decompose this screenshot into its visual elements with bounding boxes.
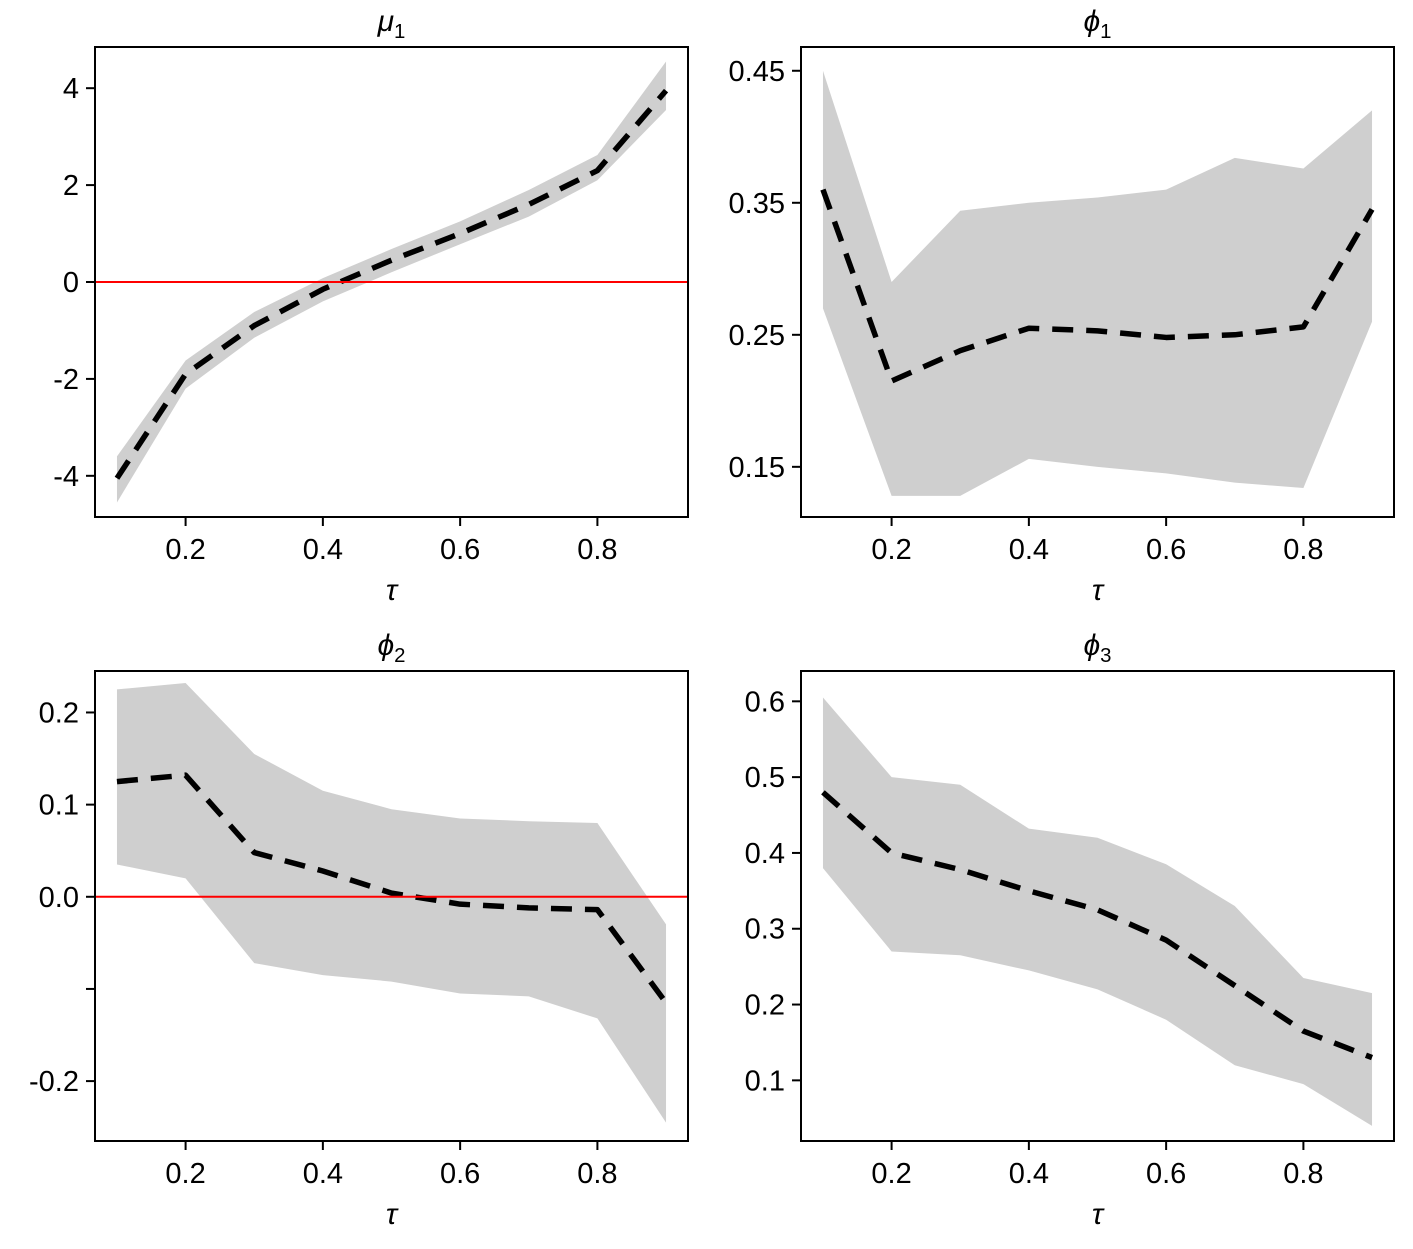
x-tick-label: 0.6	[1146, 534, 1186, 566]
y-tick-label: 4	[63, 73, 79, 105]
panel-phi2: ϕ2 0.2 0.4 0.6 0.8 -0.2 0.0 0.1 0.2 τ	[0, 624, 706, 1248]
plot-phi3: 0.2 0.4 0.6 0.8 0.1 0.2 0.3 0.4 0.5 0.6	[745, 670, 1395, 1190]
y-tick-label: 0	[63, 267, 79, 299]
y-tick-label: -2	[53, 364, 79, 396]
plot-box	[800, 46, 1395, 518]
y-tick-label: 2	[63, 170, 79, 202]
y-tick-label: 0.3	[745, 914, 785, 946]
panel-phi2-title: ϕ2	[77, 624, 706, 667]
y-tick-label: 0.5	[745, 762, 785, 794]
title-subscript: 1	[394, 21, 406, 43]
x-tick-label: 0.4	[1009, 1158, 1049, 1190]
y-tick-label: -0.2	[29, 1066, 79, 1098]
x-tick-label: 0.2	[165, 534, 205, 566]
x-axis-label-tau: τ	[1091, 574, 1104, 607]
panel-phi3: ϕ3 0.2 0.4 0.6 0.8 0.1 0.2 0.3 0.4 0.5 0.6 τ	[706, 624, 1412, 1248]
y-tick-label: 0.45	[729, 56, 785, 88]
y-tick-label: -4	[53, 461, 79, 493]
y-tick-label: 0.25	[729, 320, 785, 352]
y-tick-label: 0.2	[39, 697, 79, 729]
confidence-band	[116, 682, 667, 1123]
x-tick-label: 0.4	[303, 534, 343, 566]
plot-box	[94, 670, 689, 1142]
panel-mu1-title: μ1	[77, 0, 706, 43]
x-tick-label: 0.4	[303, 1158, 343, 1190]
panel-phi3-title: ϕ3	[783, 624, 1412, 667]
y-tick-label: 0.2	[745, 990, 785, 1022]
x-axis-label-tau: τ	[1091, 1198, 1104, 1231]
title-greek-letter: ϕ	[1083, 5, 1101, 38]
title-greek-letter: ϕ	[1083, 629, 1101, 662]
plot-phi2: 0.2 0.4 0.6 0.8 -0.2 0.0 0.1 0.2	[29, 670, 689, 1190]
x-axis-label-tau: τ	[385, 574, 398, 607]
title-subscript: 2	[394, 645, 406, 667]
x-tick-label: 0.8	[1283, 534, 1323, 566]
y-tick-label: 0.6	[745, 686, 785, 718]
x-tick-label: 0.6	[1146, 1158, 1186, 1190]
y-tick-label: 0.4	[745, 838, 785, 870]
y-tick-label: 0.0	[39, 882, 79, 914]
y-tick-label: 0.35	[729, 188, 785, 220]
y-tick-label: 0.1	[745, 1065, 785, 1097]
x-tick-label: 0.2	[871, 534, 911, 566]
x-tick-label: 0.8	[577, 534, 617, 566]
title-subscript: 1	[1100, 21, 1112, 43]
title-subscript: 3	[1100, 645, 1112, 667]
plot-mu1: 0.2 0.4 0.6 0.8 -4 -2 0 2 4	[53, 46, 689, 566]
x-tick-label: 0.8	[1283, 1158, 1323, 1190]
x-tick-label: 0.8	[577, 1158, 617, 1190]
panel-mu1: μ1 0.2 0.4 0.6 0.8 -4 -2 0 2 4 τ	[0, 0, 706, 624]
confidence-band	[822, 70, 1373, 496]
y-tick-label: 0.1	[39, 790, 79, 822]
x-axis-label-tau: τ	[385, 1198, 398, 1231]
panel-phi1: ϕ1 0.2 0.4 0.6 0.8 0.15 0.25 0.35 0.45 τ	[706, 0, 1412, 624]
estimate-dashed-line	[114, 88, 669, 480]
x-tick-label: 0.2	[871, 1158, 911, 1190]
panel-phi1-title: ϕ1	[783, 0, 1412, 43]
x-tick-label: 0.6	[440, 1158, 480, 1190]
x-tick-label: 0.4	[1009, 534, 1049, 566]
title-greek-letter: ϕ	[377, 629, 395, 662]
y-tick-label: 0.15	[729, 452, 785, 484]
x-tick-label: 0.2	[165, 1158, 205, 1190]
x-tick-label: 0.6	[440, 534, 480, 566]
estimate-dashed-line	[821, 790, 1374, 1061]
estimate-dashed-line	[116, 772, 669, 1005]
plot-box	[800, 670, 1395, 1142]
plot-phi1: 0.2 0.4 0.6 0.8 0.15 0.25 0.35 0.45	[729, 46, 1395, 566]
estimate-dashed-line	[820, 188, 1375, 384]
title-greek-letter: μ	[377, 5, 395, 38]
